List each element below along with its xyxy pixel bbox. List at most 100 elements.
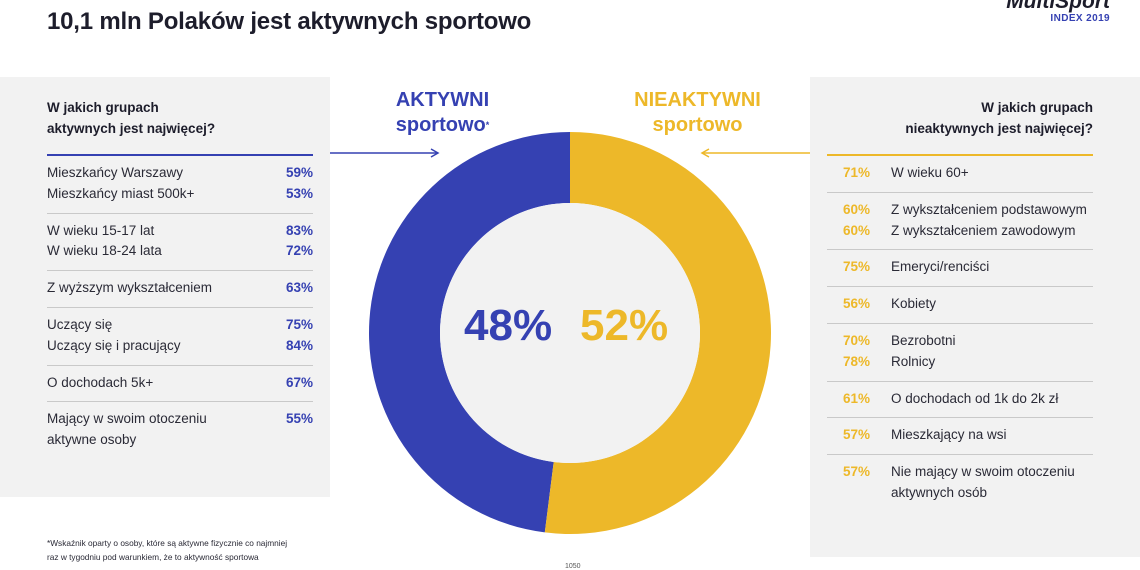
inactive-row: 71% W wieku 60+ <box>827 163 1093 184</box>
inactive-row: 60% Z wykształceniem zawodowym <box>827 221 1093 242</box>
inactive-row-percent: 57% <box>843 464 871 480</box>
inactive-group: 60% Z wykształceniem podstawowym 60% Z wyks… <box>827 191 1093 250</box>
value-label-inactive: 52% <box>580 301 669 350</box>
active-row-percent <box>273 430 313 451</box>
inactive-group: 70% Bezrobotni 78% Rolnicy <box>827 322 1093 381</box>
active-group: Uczący się 75% Uczący się i pracujący 84% <box>47 306 313 365</box>
inactive-row-label: Nie mający w swoim otoczeniu <box>891 464 1075 480</box>
active-row-label: W wieku 15-17 lat <box>47 222 155 238</box>
inactive-row: 57% Mieszkający na wsi <box>827 425 1093 446</box>
inactive-group: 57% Nie mający w swoim otoczeniu aktywnych… <box>827 454 1093 512</box>
legend-active-mark: * <box>485 120 490 130</box>
inactive-row-percent: 70% <box>843 332 871 348</box>
slice-inactive <box>544 132 772 534</box>
inactive-row-percent: 60% <box>843 222 871 238</box>
active-group: O dochodach 5k+ 67% <box>47 364 313 402</box>
legend-inactive: NIEAKTYWNI sportowo <box>620 88 775 138</box>
active-row-label: Mający w swoim otoczeniu <box>47 411 207 427</box>
active-row: W wieku 15-17 lat 83% <box>47 221 313 242</box>
active-row: aktywne osoby <box>47 430 313 451</box>
active-row: Mający w swoim otoczeniu 55% <box>47 409 313 430</box>
inactive-groups-list: 71% W wieku 60+ 60% Z wykształceniem podsta… <box>827 154 1093 512</box>
inactive-groups-heading: W jakich grupach nieaktywnych jest najwi… <box>827 97 1093 154</box>
inactive-row: aktywnych osób <box>827 483 1093 504</box>
inactive-row: 56% Kobiety <box>827 294 1093 315</box>
active-row-percent: 55% <box>285 411 313 427</box>
active-row: O dochodach 5k+ 67% <box>47 373 313 394</box>
inactive-row-percent <box>827 483 891 504</box>
slice-active <box>369 132 570 533</box>
active-row-label: W wieku 18-24 lata <box>47 243 162 259</box>
inactive-row-percent: 71% <box>843 165 871 180</box>
inactive-row-label: Kobiety <box>891 296 937 312</box>
active-groups-heading: W jakich grupach aktywnych jest najwięce… <box>47 97 313 154</box>
active-group: Mający w swoim otoczeniu 55% aktywne osoby <box>47 401 313 459</box>
donut-chart-area: AKTYWNI sportowo* NIEAKTYWNI sportowo 48… <box>330 0 810 570</box>
legend-inactive-line2: sportowo <box>652 114 743 136</box>
active-row-label: Z wyższym wykształceniem <box>47 280 213 296</box>
footnote-line1: *Wskaźnik oparty o osoby, które są aktyw… <box>47 538 288 548</box>
active-row-percent: 83% <box>285 222 313 238</box>
active-group: Z wyższym wykształceniem 63% <box>47 270 313 307</box>
brand-logo: MultiSport INDEX 2019 <box>1006 0 1110 24</box>
active-row-label: O dochodach 5k+ <box>47 374 154 390</box>
inactive-heading-line2: nieaktywnych jest najwięcej? <box>905 121 1093 136</box>
inactive-row-label: W wieku 60+ <box>891 165 969 180</box>
donut-chart <box>330 132 810 534</box>
page-number: 1050 <box>565 563 581 570</box>
inactive-row-percent: 60% <box>843 201 871 217</box>
inactive-row-label: Rolnicy <box>891 353 936 369</box>
inactive-row-label: Mieszkający na wsi <box>891 427 1007 443</box>
legend-active: AKTYWNI sportowo* <box>385 88 500 138</box>
inactive-row-label: Z wykształceniem zawodowym <box>891 222 1076 238</box>
inactive-row: 61% O dochodach od 1k do 2k zł <box>827 389 1093 410</box>
active-row-label: Mieszkańcy miast 500k+ <box>47 185 195 201</box>
active-row: Mieszkańcy miast 500k+ 53% <box>47 184 313 205</box>
footnote-line2: raz w tygodniu pod warunkiem, że to akty… <box>47 552 259 562</box>
brand-name: MultiSport <box>1006 0 1110 13</box>
active-row-percent: 63% <box>285 280 313 296</box>
inactive-group: 71% W wieku 60+ <box>827 154 1093 192</box>
inactive-groups-panel: W jakich grupach nieaktywnych jest najwi… <box>810 77 1140 557</box>
active-row-percent: 75% <box>285 316 313 332</box>
legend-active-line2: sportowo <box>395 114 486 136</box>
inactive-row-label: Emeryci/renciści <box>891 259 990 275</box>
inactive-row-percent: 56% <box>843 296 871 312</box>
active-row-percent: 72% <box>285 243 313 259</box>
donut-hole <box>440 203 700 463</box>
active-group: W wieku 15-17 lat 83% W wieku 18-24 lata 72… <box>47 212 313 271</box>
active-row-percent: 84% <box>285 337 313 353</box>
active-heading-line2: aktywnych jest najwięcej? <box>47 121 216 136</box>
active-groups-list: Mieszkańcy Warszawy 59% Mieszkańcy miast 5… <box>47 154 313 459</box>
connector-inactive-head <box>700 148 710 158</box>
inactive-row: 70% Bezrobotni <box>827 331 1093 352</box>
brand-subtitle: INDEX 2019 <box>1050 13 1110 24</box>
inactive-row-percent: 78% <box>843 353 871 369</box>
active-row: Uczący się i pracujący 84% <box>47 336 313 357</box>
inactive-row-label: aktywnych osób <box>891 484 988 500</box>
active-row: Uczący się 75% <box>47 315 313 336</box>
inactive-row-label: Bezrobotni <box>891 332 956 348</box>
inactive-group: 75% Emeryci/renciści <box>827 249 1093 286</box>
inactive-row-percent: 57% <box>843 427 871 443</box>
connector-active-head <box>430 148 440 158</box>
page-title: 10,1 mln Polaków jest aktywnych sportowo <box>47 8 532 35</box>
active-row: Mieszkańcy Warszawy 59% <box>47 163 313 184</box>
footnote: *Wskaźnik oparty o osoby, które są aktyw… <box>47 536 337 564</box>
active-heading-line1: W jakich grupach <box>47 100 159 115</box>
active-row: W wieku 18-24 lata 72% <box>47 241 313 262</box>
active-row-label: Uczący się <box>47 316 113 332</box>
active-row-label: aktywne osoby <box>47 432 137 448</box>
inactive-row-label: O dochodach od 1k do 2k zł <box>891 390 1059 406</box>
active-groups-panel: W jakich grupach aktywnych jest najwięce… <box>0 77 330 497</box>
active-group: Mieszkańcy Warszawy 59% Mieszkańcy miast 5… <box>47 154 313 213</box>
inactive-heading-line1: W jakich grupach <box>981 100 1093 115</box>
inactive-row: 57% Nie mający w swoim otoczeniu <box>827 462 1093 483</box>
inactive-row-label: Z wykształceniem podstawowym <box>891 201 1087 217</box>
active-row-percent: 53% <box>285 185 313 201</box>
active-row: Z wyższym wykształceniem 63% <box>47 278 313 299</box>
legend-inactive-line1: NIEAKTYWNI <box>634 89 761 111</box>
active-row-percent: 67% <box>285 374 313 390</box>
active-row-label: Uczący się i pracujący <box>47 337 181 353</box>
value-label-active: 48% <box>464 301 553 350</box>
